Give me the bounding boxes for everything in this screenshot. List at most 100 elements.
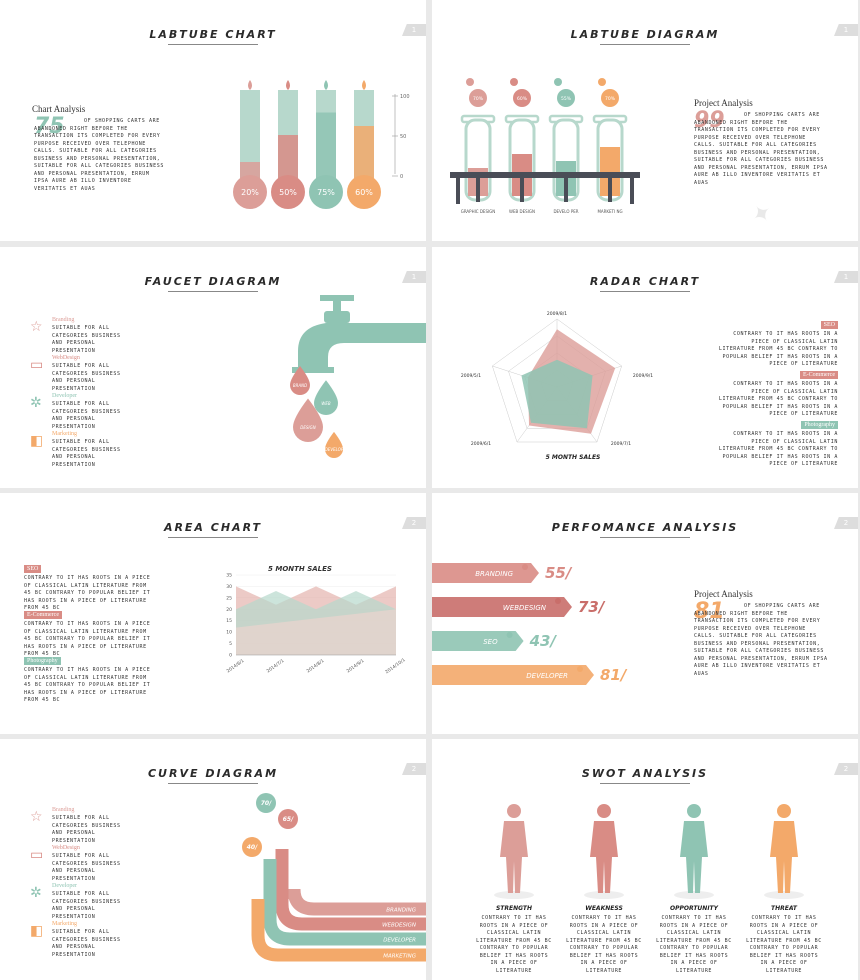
rack-leg — [630, 178, 634, 204]
slide-area-chart: AREA CHART 2 SEO CONTRARY TO IT HAS ROOTS… — [0, 493, 426, 734]
slide-title: RADAR CHART — [589, 275, 701, 288]
slide-radar-chart: RADAR CHART 1 2009/8/1 2009/9/1 2009/7/1 20… — [432, 247, 858, 488]
slide-labtube-chart: LABTUBE CHART 1 Chart Analysis 75 OF SHO… — [0, 0, 426, 241]
feature-list: ☆ Branding SUITABLE FOR ALL CATEGORIES BUS… — [30, 807, 150, 959]
businessman-icon — [584, 804, 624, 899]
slide-performance-analysis: PERFOMANCE ANALYSIS 2 BRANDING 55/WEBDESI… — [432, 493, 858, 734]
page-tag: 2 — [834, 763, 858, 775]
tag-text: CONTRARY TO IT HAS ROOTS IN A PIECE OF C… — [24, 621, 151, 657]
gear-icon: ✲ — [30, 885, 42, 901]
gear-icon: ✲ — [30, 395, 42, 411]
shirt-icon: ◧ — [30, 923, 44, 939]
page-tag: 2 — [402, 517, 426, 529]
rack-post — [608, 178, 612, 202]
text-block: SEO CONTRARY TO IT HAS ROOTS IN A PIECE O… — [710, 321, 838, 371]
list-item-text: SUITABLE FOR ALL CATEGORIES BUSINESS AND… — [52, 853, 121, 882]
list-item-label: WebDesign — [52, 355, 80, 361]
text-block: E-Commerce CONTRARY TO IT HAS ROOTS IN A … — [24, 611, 154, 657]
businessman-icon — [494, 804, 534, 899]
monitor-icon: ▭ — [30, 357, 44, 373]
faucet-graphic: BRAND WEB DESIGN DEVELOP — [290, 295, 426, 458]
drop-label: WEB — [321, 401, 330, 406]
area-chart: 5 MONTH SALES 0 5 10 15 20 25 30 35 2014/6/1 2014… — [225, 565, 406, 675]
radar-axis-label: 2009/9/1 — [633, 373, 653, 379]
radar-ring — [492, 318, 622, 443]
radar-axis-label: 2009/5/1 — [461, 373, 481, 379]
list-item-label: Branding — [52, 317, 75, 323]
section-heading: Project Analysis — [694, 98, 753, 108]
tag-label: E-Commerce — [800, 371, 838, 379]
rack-post — [476, 178, 480, 202]
radar-text-block: SEO CONTRARY TO IT HAS ROOTS IN A PIECE O… — [710, 321, 838, 471]
perf-value: 81/ — [600, 666, 628, 684]
swot-label: WEAKNESS — [585, 905, 623, 912]
tube-label: 50% — [279, 188, 297, 197]
swot-columns: STRENGTH CONTRARY TO IT HAS ROOTS IN A PI… — [472, 797, 852, 980]
monitor-icon: ▭ — [30, 847, 44, 863]
swot-label: THREAT — [771, 905, 797, 912]
slide-curve-diagram: CURVE DIAGRAM 2 ☆ Branding SUITABLE FOR AL… — [0, 739, 426, 980]
x-tick-label: 2014/7/1 — [265, 658, 285, 675]
badge-label: 70/ — [261, 800, 272, 807]
big-number: 81 — [694, 599, 725, 624]
tube-label: WEB DESIGN — [509, 209, 535, 214]
swot-text: CONTRARY TO IT HAS ROOTS IN A PIECE OF C… — [476, 915, 552, 974]
curve-label: WEBDESIGN — [382, 923, 416, 929]
small-bubble — [510, 78, 518, 86]
list-item-text: SUITABLE FOR ALL CATEGORIES BUSINESS AND… — [52, 439, 121, 468]
x-tick-label: 2014/10/1 — [384, 657, 406, 675]
title-underline — [168, 783, 258, 784]
small-bubble — [466, 78, 474, 86]
list-item-text: SUITABLE FOR ALL CATEGORIES BUSINESS AND… — [52, 929, 121, 958]
person-body — [770, 821, 798, 893]
rack-top — [450, 172, 640, 178]
tag-text: CONTRARY TO IT HAS ROOTS IN A PIECE OF C… — [718, 431, 838, 467]
y-tick-label: 30 — [226, 584, 232, 590]
slide-title: AREA CHART — [163, 521, 263, 534]
water-drop — [290, 366, 310, 395]
tag-text: CONTRARY TO IT HAS ROOTS IN A PIECE OF C… — [24, 575, 151, 611]
tube-label: 75% — [317, 188, 335, 197]
title-underline — [600, 44, 690, 45]
curve-badge — [256, 793, 276, 813]
perf-label: DEVELOPER — [526, 672, 568, 680]
text-block: Photography CONTRARY TO IT HAS ROOTS IN A… — [24, 657, 154, 703]
perf-label: WEBDESIGN — [503, 604, 547, 612]
tube-label: GRAPHIC DESIGN — [461, 209, 496, 214]
water-drop — [314, 380, 338, 415]
tag-label: SEO — [820, 321, 838, 329]
curve-band — [263, 859, 426, 946]
watermark: ✦ — [745, 196, 779, 232]
list-item-label: Branding — [52, 807, 75, 813]
drop-icon — [362, 80, 366, 90]
page-tag: 2 — [402, 763, 426, 775]
runner-head-icon — [506, 632, 513, 638]
badge-label: 65/ — [283, 816, 294, 823]
tag-text: CONTRARY TO IT HAS ROOTS IN A PIECE OF C… — [718, 331, 838, 367]
tube-fill — [600, 147, 620, 196]
person-head — [777, 804, 791, 818]
bubble — [557, 89, 575, 107]
drop-icon — [286, 80, 290, 90]
tube-label: 20% — [241, 188, 259, 197]
list-item: ◧ Marketing SUITABLE FOR ALL CATEGORIES BU… — [30, 431, 150, 469]
list-item-text: SUITABLE FOR ALL CATEGORIES BUSINESS AND… — [52, 363, 121, 392]
person-head — [597, 804, 611, 818]
slide-title: SWOT ANALYSIS — [581, 767, 709, 780]
chart-title: 5 MONTH SALES — [268, 565, 332, 573]
body-text: OF SHOPPING CARTS ARE ABANDONED RIGHT BE… — [34, 118, 164, 192]
slide-labtube-diagram: LABTUBE DIAGRAM 1 70% GRAPHIC DESIGN 60% WE… — [432, 0, 858, 241]
perf-bar — [432, 665, 594, 685]
tube-bulb — [309, 175, 343, 209]
badge-label: 40/ — [247, 844, 258, 851]
feature-list: ☆ Branding SUITABLE FOR ALL CATEGORIES BUS… — [30, 317, 150, 469]
bubble-label: 60% — [517, 96, 528, 102]
y-tick-label: 35 — [226, 573, 232, 579]
text-block: Photography CONTRARY TO IT HAS ROOTS IN A… — [710, 421, 838, 471]
runner-head-icon — [522, 564, 528, 570]
y-tick-label: 15 — [226, 618, 232, 624]
x-tick-label: 2014/8/1 — [305, 658, 325, 675]
perf-value: 55/ — [545, 564, 573, 582]
list-item: ☆ Branding SUITABLE FOR ALL CATEGORIES BUS… — [30, 807, 150, 845]
slide-title: FAUCET DIAGRAM — [144, 275, 282, 288]
